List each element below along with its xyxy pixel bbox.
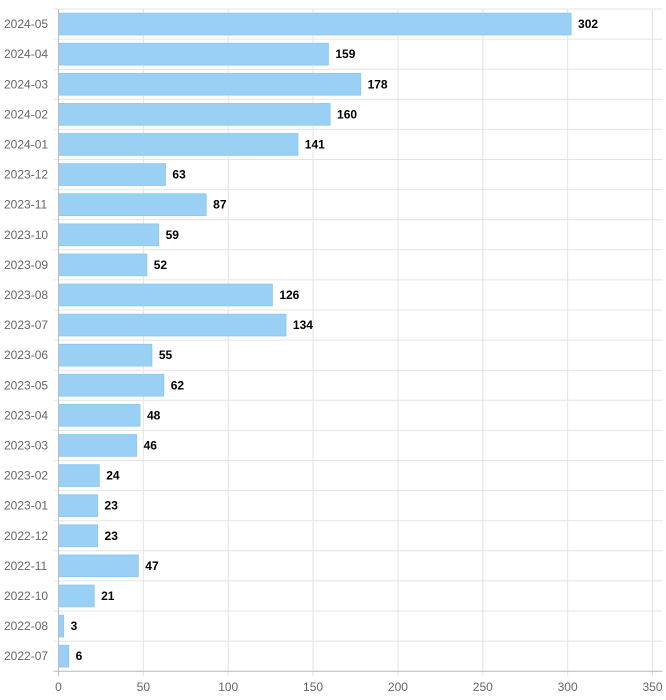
bar [58, 614, 65, 638]
value-label: 47 [145, 559, 159, 573]
value-label: 23 [105, 499, 119, 513]
category-label: 2024-01 [4, 137, 48, 151]
bar [58, 434, 138, 457]
category-label: 2023-02 [4, 469, 48, 483]
bar [58, 404, 141, 427]
value-label: 52 [154, 258, 168, 272]
value-label: 141 [305, 137, 325, 151]
value-label: 3 [71, 619, 78, 633]
bar [58, 554, 139, 578]
value-label: 134 [293, 318, 313, 332]
category-label: 2022-12 [4, 529, 48, 543]
axes [53, 9, 663, 677]
x-tick-label: 100 [218, 680, 238, 694]
value-label: 159 [335, 47, 355, 61]
value-label: 6 [76, 649, 83, 663]
x-tick-label: 150 [303, 680, 323, 694]
value-label: 63 [172, 168, 186, 182]
category-label: 2023-08 [4, 288, 48, 302]
labels: 0 50 100 150 200 250 300 350 2024-05 302 2024-04 15… [4, 17, 663, 694]
category-label: 2023-04 [4, 408, 48, 422]
value-label: 48 [147, 408, 161, 422]
value-label: 24 [106, 469, 120, 483]
bar [58, 12, 572, 36]
value-label: 59 [166, 228, 180, 242]
bar [58, 283, 273, 307]
bar [58, 313, 287, 337]
category-label: 2022-10 [4, 589, 48, 603]
value-label: 21 [101, 589, 115, 603]
bar [58, 524, 99, 548]
value-label: 87 [213, 198, 227, 212]
category-label: 2023-09 [4, 258, 48, 272]
category-label: 2023-05 [4, 378, 48, 392]
value-label: 23 [105, 529, 119, 543]
bar [58, 494, 99, 517]
category-label: 2024-05 [4, 17, 48, 31]
x-tick-label: 200 [388, 680, 408, 694]
x-tick-label: 350 [642, 680, 662, 694]
value-label: 178 [368, 77, 388, 91]
bar [58, 464, 100, 487]
bar [58, 133, 299, 156]
grid-lines [53, 8, 663, 677]
bar [58, 253, 148, 277]
x-tick-label: 0 [55, 680, 62, 694]
x-tick-label: 50 [137, 680, 151, 694]
value-label: 55 [159, 348, 173, 362]
category-label: 2024-03 [4, 77, 48, 91]
category-label: 2024-04 [4, 47, 48, 61]
category-label: 2023-06 [4, 348, 48, 362]
category-label: 2022-08 [4, 619, 48, 633]
bar [58, 584, 95, 608]
category-label: 2023-03 [4, 438, 48, 452]
bar [58, 42, 329, 66]
x-tick-label: 250 [473, 680, 493, 694]
value-label: 302 [578, 17, 598, 31]
bar [58, 193, 207, 216]
category-label: 2022-07 [4, 649, 48, 663]
category-label: 2023-07 [4, 318, 48, 332]
category-label: 2023-12 [4, 168, 48, 182]
bar [58, 373, 165, 397]
bar [58, 644, 70, 668]
bar [58, 343, 153, 367]
category-label: 2023-10 [4, 228, 48, 242]
bar [58, 103, 331, 126]
value-label: 62 [171, 378, 185, 392]
value-label: 46 [144, 438, 158, 452]
value-label: 160 [337, 107, 357, 121]
bar [58, 72, 362, 96]
bar [58, 163, 166, 186]
category-label: 2024-02 [4, 107, 48, 121]
x-tick-label: 300 [558, 680, 578, 694]
category-label: 2023-01 [4, 499, 48, 513]
value-label: 126 [279, 288, 299, 302]
bar [58, 223, 160, 247]
category-label: 2022-11 [4, 559, 47, 573]
category-label: 2023-11 [4, 198, 47, 212]
